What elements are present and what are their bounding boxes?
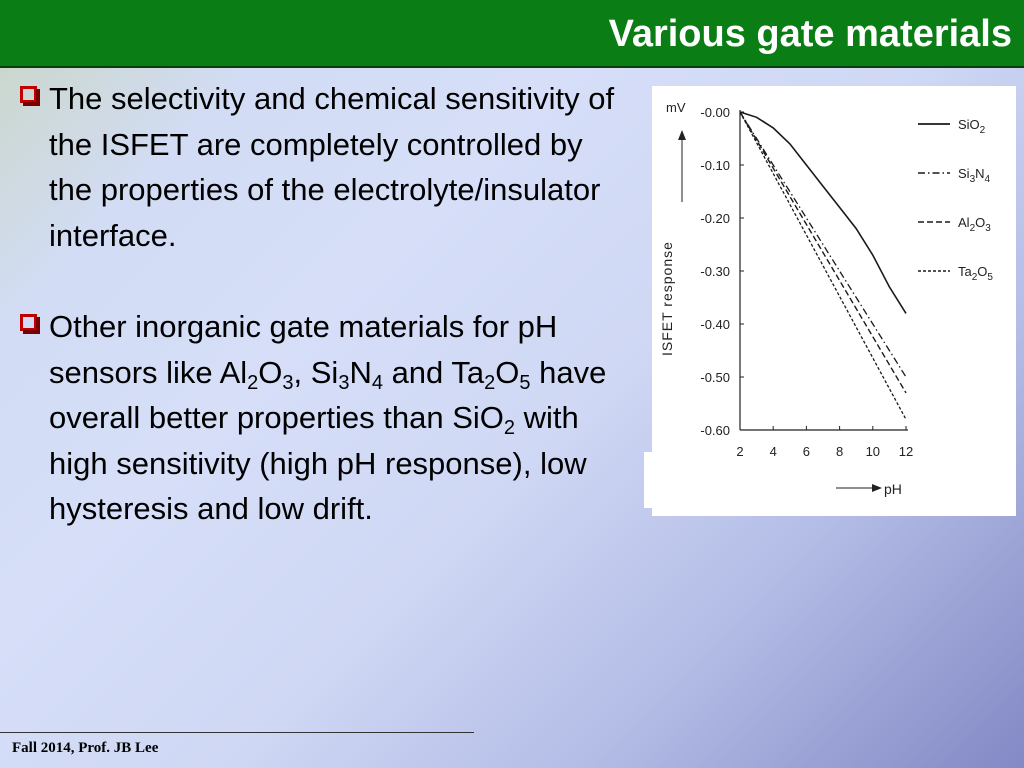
series-line-1 xyxy=(739,111,907,378)
legend-subscript: 2 xyxy=(970,223,976,234)
subscript: 3 xyxy=(282,371,294,394)
legend-subscript: 3 xyxy=(985,223,991,234)
legend-text: O xyxy=(975,215,985,230)
text-run: Other inorganic gate materials for pH se… xyxy=(49,309,558,390)
legend-subscript: 5 xyxy=(987,272,993,283)
y-tick-label: -0.20 xyxy=(700,211,730,226)
bullet-list: The selectivity and chemical sensitivity… xyxy=(18,76,618,532)
slide-title: Various gate materials xyxy=(608,13,1012,55)
text-run: The selectivity and chemical sensitivity… xyxy=(49,81,615,253)
text-run: and Ta xyxy=(382,354,485,390)
y-tick-label: -0.60 xyxy=(700,423,730,438)
subscript: 2 xyxy=(484,371,496,394)
legend-text: N xyxy=(975,166,984,181)
y-tick-label: -0.40 xyxy=(700,317,730,332)
bullet-checkbox-icon xyxy=(20,86,40,106)
legend-text: O xyxy=(977,264,987,279)
legend-text: Al xyxy=(958,215,970,230)
legend-subscript: 4 xyxy=(985,174,991,185)
footer-text: Fall 2014, Prof. JB Lee xyxy=(12,740,159,756)
text-run: with high sensitivity (high pH response)… xyxy=(49,400,587,526)
bullet-item: The selectivity and chemical sensitivity… xyxy=(18,76,618,258)
chart-svg: -0.00 -0.10 -0.20 -0.30 -0.40 -0.50 -0.60 2 4 6 8 1… xyxy=(659,100,993,497)
subscript: 2 xyxy=(503,417,516,439)
x-tick-label: 4 xyxy=(770,444,777,459)
legend-subscript: 2 xyxy=(980,125,986,136)
legend-text: SiO xyxy=(958,117,980,132)
y-tick-label: -0.10 xyxy=(700,158,730,173)
x-tick-label: 2 xyxy=(736,444,743,459)
subscript: 3 xyxy=(338,371,350,394)
y-tick-label: -0.00 xyxy=(700,105,730,120)
title-bar: Various gate materials xyxy=(0,0,1024,68)
subscript: 5 xyxy=(519,371,531,394)
bullet-item: Other inorganic gate materials for pH se… xyxy=(18,304,618,532)
x-tick-label: 10 xyxy=(866,444,880,459)
x-tick-label: 8 xyxy=(836,444,843,459)
bullet-text: The selectivity and chemical sensitivity… xyxy=(49,81,614,253)
legend-subscript: 2 xyxy=(972,272,978,283)
text-run: O xyxy=(495,354,520,390)
text-run: N xyxy=(349,354,372,390)
x-arrow-head xyxy=(872,484,882,492)
x-tick-label: 12 xyxy=(899,444,913,459)
y-tick-label: -0.30 xyxy=(700,264,730,279)
y-axis-label: ISFET response xyxy=(659,241,675,356)
series-line-0 xyxy=(739,111,907,314)
series-line-3 xyxy=(739,111,907,420)
y-tick-label: -0.50 xyxy=(700,370,730,385)
y-arrow-head xyxy=(678,130,686,140)
x-tick-label: 6 xyxy=(803,444,810,459)
legend-subscript: 3 xyxy=(970,174,976,185)
subscript: 4 xyxy=(371,371,383,394)
legend-text: Ta xyxy=(958,264,973,279)
text-run: , Si xyxy=(293,354,339,390)
isfet-response-chart: -0.00 -0.10 -0.20 -0.30 -0.40 -0.50 -0.60 2 4 6 8 1… xyxy=(652,86,1016,516)
bullet-checkbox-icon xyxy=(20,314,40,334)
legend-label-3: Ta2O5 xyxy=(958,264,993,283)
legend-label-2: Al2O3 xyxy=(958,215,991,234)
text-run: have overall better properties than SiO xyxy=(49,354,607,436)
y-unit-label: mV xyxy=(666,100,686,115)
text-run: O xyxy=(258,354,283,390)
legend-text: Si xyxy=(958,166,970,181)
footer-divider xyxy=(0,732,474,733)
series-line-2 xyxy=(739,111,907,394)
legend-label-1: Si3N4 xyxy=(958,166,991,185)
subscript: 2 xyxy=(247,371,259,394)
bullet-text: Other inorganic gate materials for pH se… xyxy=(49,309,606,526)
x-axis-label: pH xyxy=(884,481,902,497)
legend-label-0: SiO2 xyxy=(958,117,986,136)
